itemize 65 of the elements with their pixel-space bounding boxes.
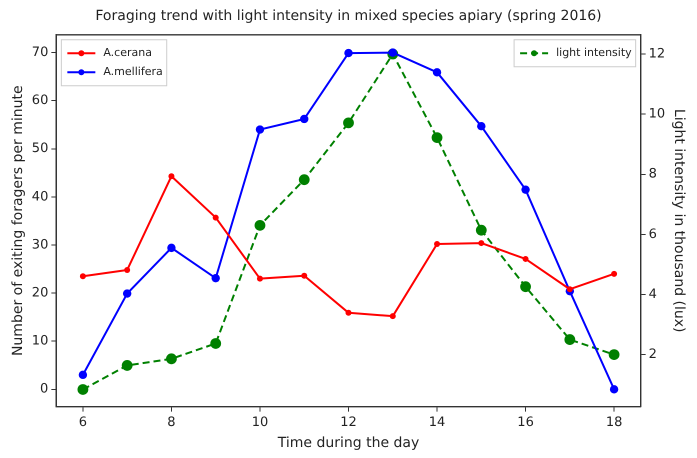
- y-tick-label: 10: [32, 334, 48, 349]
- point: [166, 353, 177, 364]
- y2-axis-title: Light intensity in thousand (lux): [670, 108, 687, 333]
- point: [212, 214, 219, 221]
- x-tick-label: 14: [428, 414, 446, 430]
- point: [610, 385, 618, 394]
- point: [210, 338, 222, 349]
- point: [566, 286, 573, 292]
- point: [388, 48, 397, 57]
- point: [256, 276, 263, 282]
- point: [124, 267, 130, 273]
- y2-tick-label: 10: [648, 106, 666, 122]
- point: [564, 334, 576, 345]
- y2-tick-label: 2: [648, 346, 657, 362]
- y2-tick-label: 4: [648, 286, 657, 302]
- y2-tick-label: 6: [648, 226, 657, 242]
- legend-label: A.mellifera: [103, 65, 163, 78]
- point: [432, 68, 442, 77]
- y2-tick-label: 8: [648, 166, 657, 182]
- point: [432, 132, 442, 143]
- point: [78, 370, 88, 380]
- point: [254, 220, 266, 231]
- point: [80, 273, 86, 280]
- y-tick-label: 0: [40, 382, 48, 397]
- point: [168, 173, 174, 180]
- point: [611, 270, 618, 277]
- legend-label: light intensity: [556, 46, 632, 60]
- point: [478, 240, 484, 246]
- point: [521, 185, 530, 194]
- x-tick-label: 16: [517, 414, 534, 430]
- point: [608, 349, 620, 360]
- y-axis-title: Number of exiting foragers per minute: [10, 85, 26, 356]
- y-tick-label: 30: [32, 237, 48, 252]
- x-axis-title: Time during the day: [276, 435, 420, 452]
- point: [344, 48, 353, 58]
- point: [256, 125, 264, 134]
- point: [434, 241, 440, 248]
- point: [300, 114, 308, 124]
- point: [476, 224, 487, 236]
- y-tick-label: 60: [32, 93, 48, 108]
- y-tick-label: 70: [32, 44, 48, 60]
- y-tick-label: 20: [32, 285, 48, 300]
- point: [212, 274, 220, 282]
- point: [122, 360, 133, 371]
- x-tick-label: 12: [340, 414, 357, 430]
- x-tick-label: 10: [252, 414, 268, 430]
- point: [520, 281, 531, 292]
- legend-label: A.cerana: [103, 46, 152, 60]
- y2-tick-label: 12: [648, 46, 666, 62]
- point: [477, 122, 486, 130]
- point: [301, 272, 308, 279]
- y-tick-label: 40: [32, 189, 48, 204]
- point: [122, 289, 132, 298]
- chart-title: Foraging trend with light intensity in mixed species apiary (spring 2016): [95, 8, 602, 24]
- y-tick-label: 50: [32, 141, 48, 156]
- point: [522, 256, 529, 262]
- x-tick-label: 8: [167, 414, 176, 430]
- point: [343, 117, 354, 128]
- point: [346, 310, 352, 316]
- point: [390, 313, 396, 320]
- x-tick-label: 18: [606, 414, 622, 430]
- point: [78, 384, 88, 395]
- point: [298, 174, 310, 186]
- x-tick-label: 6: [78, 414, 88, 430]
- point: [167, 244, 176, 252]
